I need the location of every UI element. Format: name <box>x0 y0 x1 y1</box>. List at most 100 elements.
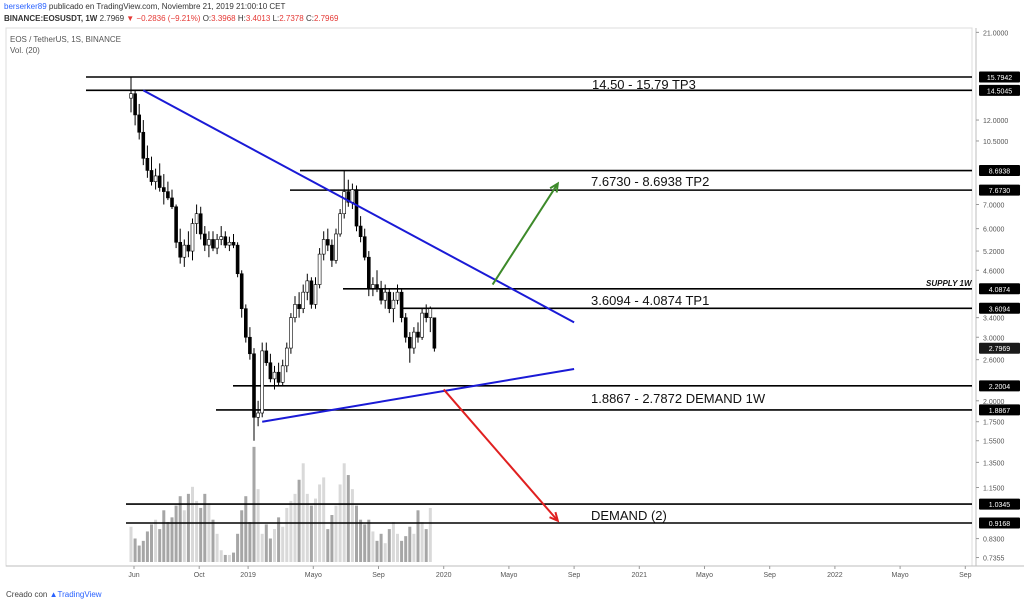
price-axis[interactable]: 21.0000 15.7942 14.5045 12.0000 10.5000 8.693… <box>976 30 1020 563</box>
candle-body <box>203 233 207 246</box>
volume-bar <box>404 536 408 562</box>
candle-body <box>182 244 187 258</box>
volume-bar <box>170 517 174 562</box>
volume-bar <box>277 517 281 562</box>
candle-body <box>350 189 355 203</box>
price-label-text: 3.6094 <box>989 306 1011 313</box>
candle-body <box>227 241 232 246</box>
candle-body <box>235 244 240 275</box>
candle-body <box>354 189 359 227</box>
volume-bar <box>391 522 395 562</box>
volume-bar <box>383 543 387 562</box>
annotation-demand-2: DEMAND (2) <box>591 508 667 523</box>
time-tick-label: Oct <box>194 572 205 579</box>
time-tick-label: Jun <box>128 572 139 579</box>
tradingview-logo-icon[interactable]: ▲ <box>49 590 58 599</box>
price-label-text: 1.0345 <box>989 502 1011 509</box>
price-label-text: 14.5045 <box>987 88 1012 95</box>
price-tick-label: 1.7500 <box>983 420 1005 427</box>
volume-bar <box>379 533 383 562</box>
ascending-support-trendline <box>262 368 575 423</box>
chart-pane[interactable] <box>5 27 973 567</box>
candle-body <box>403 317 408 338</box>
price-label-box <box>979 498 1020 510</box>
volume-bar <box>199 507 203 562</box>
time-axis[interactable]: Jun Oct 2019 Mayo Sep 2020 Mayo Sep 2021 Mayo Sep 2… <box>128 566 972 579</box>
volume-bar <box>150 524 153 562</box>
price-tick-label: 12.0000 <box>983 118 1008 125</box>
candle-body <box>129 93 133 99</box>
volume-bar <box>141 540 145 562</box>
volume-bar <box>367 519 371 562</box>
candle-body <box>198 213 203 235</box>
candle-body <box>280 365 285 383</box>
candle-body <box>194 213 199 224</box>
volume-bar <box>330 515 334 562</box>
price-tick-label: 2.6000 <box>983 358 1005 365</box>
volume-bar <box>416 510 420 562</box>
time-tick-label: Mayo <box>500 572 517 579</box>
volume-bar <box>191 486 194 562</box>
volume-bar <box>305 493 309 562</box>
volume-bar <box>375 540 379 562</box>
author-link[interactable]: berserker89 <box>4 2 47 11</box>
price-tick-label: 0.7355 <box>983 556 1005 563</box>
volume-bar <box>281 526 285 562</box>
candle-body <box>186 244 191 252</box>
candle-body <box>248 336 252 355</box>
candle-body <box>321 239 326 255</box>
candle-body <box>301 291 306 309</box>
price-label-box <box>979 517 1020 529</box>
time-tick-label: 2020 <box>436 572 452 579</box>
volume-bar <box>408 526 412 562</box>
low-label: L: <box>272 14 280 23</box>
time-tick-label: 2021 <box>632 572 648 579</box>
candle-body <box>338 213 342 235</box>
volume-bar <box>137 545 141 562</box>
volume-bar <box>211 519 215 562</box>
candle-body <box>309 280 314 305</box>
volume-bar <box>326 529 330 562</box>
high-value: 3.4013 <box>245 14 271 23</box>
symbol-label: BINANCE:EOSUSDT, 1W <box>4 14 98 23</box>
candle-body <box>371 284 375 289</box>
footer: Creado con ▲TradingView <box>6 590 102 599</box>
price-tick-label: 3.0000 <box>983 335 1005 342</box>
volume-bar <box>178 496 182 562</box>
price-tick-label: 5.2000 <box>983 249 1005 256</box>
candle-body <box>391 299 396 309</box>
candle-body <box>157 175 162 188</box>
high-label: H: <box>237 14 246 23</box>
volume-bar <box>301 463 305 562</box>
footer-brand[interactable]: TradingView <box>57 590 102 599</box>
candle-body <box>416 331 420 338</box>
candle-body <box>239 273 244 309</box>
volume-bar <box>387 529 391 562</box>
price-tick-label: 21.0000 <box>983 30 1008 37</box>
volume-bar <box>162 510 166 562</box>
volume-bar <box>215 533 219 562</box>
volume-bar <box>400 540 404 562</box>
price-tick-label: 4.6000 <box>983 268 1005 275</box>
price-label-box <box>979 184 1020 196</box>
candle-body <box>375 284 379 289</box>
volume-bar <box>232 552 235 562</box>
volume-bar <box>186 493 190 562</box>
price-tick-label: 7.0000 <box>983 202 1005 209</box>
candle-body <box>174 206 178 243</box>
candle-body <box>145 158 150 171</box>
candle-body <box>264 350 269 364</box>
price-label-text: 7.6730 <box>989 188 1011 195</box>
candle-body <box>256 412 260 418</box>
volume-bar <box>248 522 252 562</box>
green-target-arrow <box>491 183 559 286</box>
candle-body <box>325 239 330 246</box>
candle-body <box>276 371 281 383</box>
candle-body <box>219 236 223 240</box>
candle-body <box>334 233 338 261</box>
price-label-text: 15.7942 <box>987 75 1012 82</box>
volume-bar <box>346 475 350 562</box>
candle-body <box>215 239 219 249</box>
price-tick-label: 0.8300 <box>983 537 1005 544</box>
